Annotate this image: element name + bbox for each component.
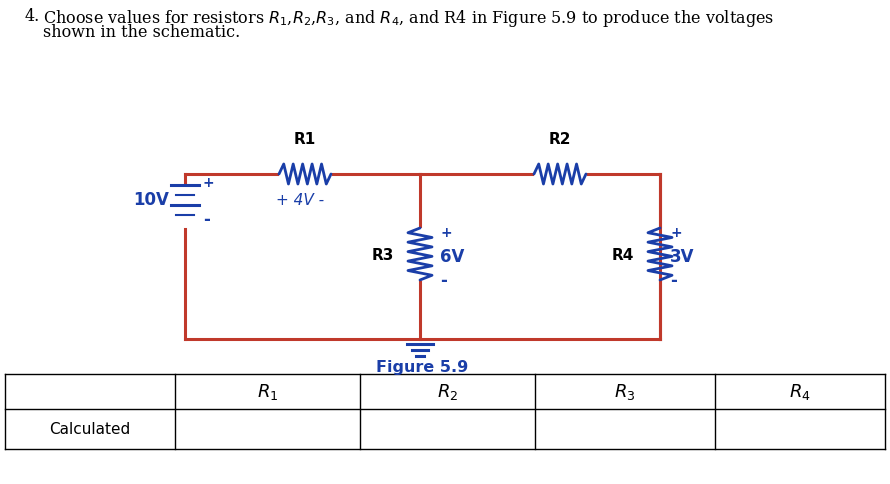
Text: R1: R1: [294, 132, 316, 147]
Text: 10V: 10V: [133, 191, 169, 209]
Text: R4: R4: [611, 247, 634, 262]
Text: $R_3$: $R_3$: [614, 382, 635, 402]
Text: $R_2$: $R_2$: [437, 382, 458, 402]
Text: +: +: [203, 176, 214, 190]
Text: -: -: [440, 272, 447, 289]
Text: -: -: [203, 211, 210, 228]
Text: shown in the schematic.: shown in the schematic.: [43, 24, 240, 41]
Text: -: -: [670, 272, 677, 289]
Text: 6V: 6V: [440, 247, 465, 265]
Text: + 4V -: + 4V -: [276, 193, 324, 208]
Text: R3: R3: [372, 247, 394, 262]
Text: R2: R2: [549, 132, 571, 147]
Text: Choose values for resistors $R_1$,$R_2$,$R_3$, and $R_4$, and R4 in Figure 5.9 t: Choose values for resistors $R_1$,$R_2$,…: [43, 8, 774, 29]
Text: +: +: [670, 226, 682, 240]
Text: $R_1$: $R_1$: [257, 382, 279, 402]
Text: $R_4$: $R_4$: [789, 382, 811, 402]
Text: Figure 5.9: Figure 5.9: [376, 360, 469, 375]
Text: 4.: 4.: [25, 8, 40, 25]
Text: +: +: [440, 226, 451, 240]
Text: Calculated: Calculated: [49, 422, 131, 437]
Text: 3V: 3V: [670, 247, 694, 265]
